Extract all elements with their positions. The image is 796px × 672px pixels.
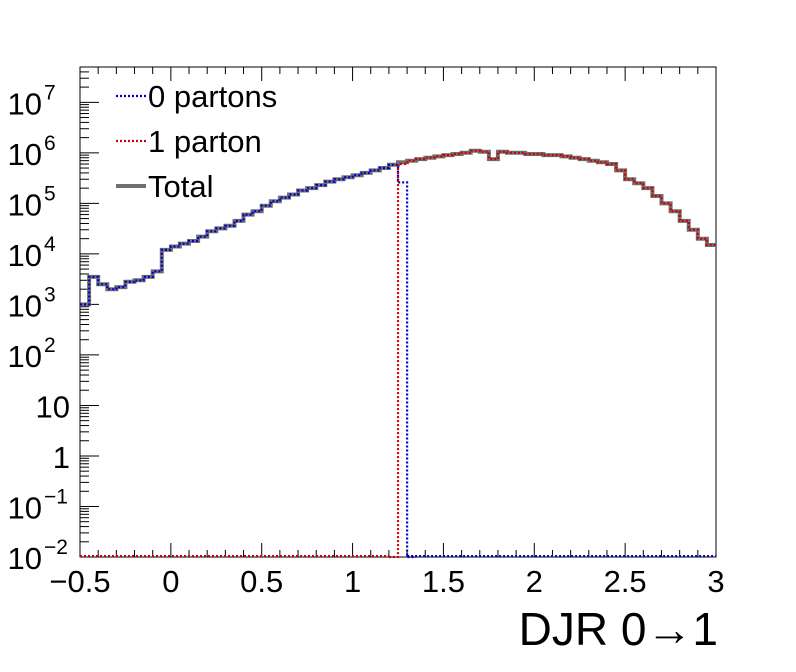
x-tick-label: 2: [526, 564, 543, 599]
x-tick-label: −0.5: [49, 564, 110, 599]
series-1-parton: [388, 149, 716, 559]
x-tick-label: 0.5: [240, 564, 283, 599]
y-tick-exponent: 3: [44, 283, 56, 306]
y-tick-label: 10: [8, 288, 42, 323]
series-layer: [80, 148, 716, 559]
x-axis-label: DJR 0→1: [519, 603, 718, 655]
x-tick-label: 0: [162, 564, 179, 599]
legend-label: 0 partons: [148, 79, 277, 114]
y-tick-exponent: −2: [44, 536, 68, 559]
series-0-partons: [80, 163, 417, 559]
y-tick-exponent: 5: [44, 182, 56, 205]
y-tick-exponent: 6: [44, 132, 56, 155]
y-tick-label: 10: [36, 389, 70, 424]
y-tick-label: 10: [8, 187, 42, 222]
y-tick-label: 10: [8, 339, 42, 374]
x-tick-labels: −0.5 0 0.5 1 1.5 2 2.5 3: [49, 564, 724, 599]
y-tick-label: 10: [8, 137, 42, 172]
y-tick-exponent: 7: [44, 81, 56, 104]
y-tick-label: 10: [8, 86, 42, 121]
y-tick-label: 10: [8, 238, 42, 273]
y-tick-exponent: −1: [44, 485, 68, 508]
y-tick-exponent: 2: [44, 334, 56, 357]
legend-label: 1 parton: [148, 124, 262, 159]
x-tick-label: 2.5: [604, 564, 647, 599]
legend: 0 partons 1 parton Total: [116, 79, 277, 204]
y-tick-exponent: 4: [44, 233, 56, 256]
y-tick-label: 10: [8, 490, 42, 525]
x-tick-label: 1: [344, 564, 361, 599]
x-tick-label: 1.5: [422, 564, 465, 599]
axis-ticks: [79, 66, 717, 558]
legend-label: Total: [148, 169, 213, 204]
x-tick-label: 3: [707, 564, 724, 599]
y-tick-label: 10: [8, 541, 42, 576]
y-tick-label: 1: [53, 440, 70, 475]
